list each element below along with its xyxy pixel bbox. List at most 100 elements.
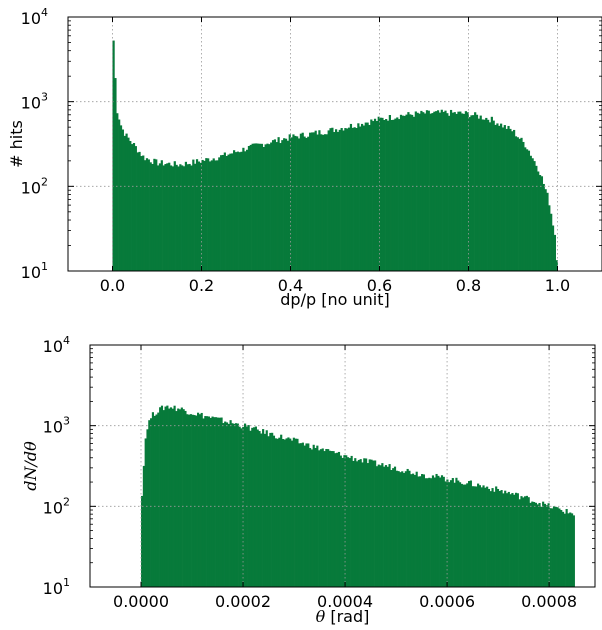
histogram-bar xyxy=(184,410,187,587)
histogram-bar xyxy=(190,165,193,271)
histogram-bar xyxy=(206,416,209,587)
histogram-bar xyxy=(168,408,171,587)
y-tick-label: 104 xyxy=(21,6,48,28)
histogram-bar xyxy=(257,143,260,271)
y-tick-base: 10 xyxy=(21,178,41,197)
x-tick-label: 0.2 xyxy=(189,276,214,295)
histogram-bar xyxy=(418,113,421,272)
histogram-bar xyxy=(118,119,121,271)
y-tick-base: 10 xyxy=(43,579,63,598)
histogram-bar xyxy=(225,155,228,271)
histogram-bar xyxy=(131,144,134,271)
y-tick-label: 103 xyxy=(21,91,48,113)
histogram-bar xyxy=(141,495,144,587)
x-tick-label: 0.6 xyxy=(367,276,392,295)
histogram-bar xyxy=(395,470,398,587)
histogram-bar xyxy=(570,513,574,587)
histogram-bar xyxy=(305,443,308,587)
histogram-bar xyxy=(297,138,301,271)
histogram-bar xyxy=(171,408,174,587)
histogram-bar xyxy=(451,112,455,271)
histogram-bar xyxy=(520,137,523,271)
histogram-bar xyxy=(218,417,221,587)
y-tick-exponent: 2 xyxy=(41,175,48,188)
histogram-bar xyxy=(482,485,485,587)
histogram-bar xyxy=(258,431,261,587)
histogram-bar xyxy=(333,132,336,271)
histogram-bar xyxy=(396,117,399,272)
histogram-bar xyxy=(429,113,432,271)
histogram-bar xyxy=(496,123,499,272)
y-tick-base: 10 xyxy=(43,418,63,437)
histogram-bar xyxy=(364,122,367,271)
histogram-bar xyxy=(433,111,436,272)
histogram-bar xyxy=(420,110,423,271)
histogram-bar xyxy=(336,452,339,587)
histogram-bar xyxy=(522,497,525,587)
histogram-bar xyxy=(353,127,356,271)
histogram-bar xyxy=(270,142,273,271)
histogram-bar xyxy=(424,113,427,271)
histogram-bar xyxy=(480,487,483,587)
histogram-bar xyxy=(144,438,147,587)
histogram-bar xyxy=(435,111,438,272)
histogram-bar xyxy=(388,464,391,587)
histogram-bar xyxy=(462,484,465,587)
histogram-bar xyxy=(518,138,521,271)
histogram-bar xyxy=(310,449,313,587)
histogram-bar xyxy=(524,147,527,271)
histogram-bar xyxy=(323,451,326,587)
histogram-bar xyxy=(303,136,306,271)
histogram-bar xyxy=(477,118,480,271)
histogram-bar xyxy=(222,423,225,587)
histogram-bar xyxy=(551,508,554,587)
histogram-bar xyxy=(339,455,342,587)
histogram-bar xyxy=(127,137,130,271)
histogram-bar xyxy=(150,418,153,587)
histogram-bar xyxy=(175,164,178,271)
histogram-bar xyxy=(192,159,195,271)
histogram-bar xyxy=(348,458,351,587)
histogram-bar xyxy=(464,111,467,271)
histogram-bar xyxy=(349,123,353,271)
histogram-bar xyxy=(362,125,366,271)
histogram-panel-theta: 0.0000 0.0002 0.0004 0.0006 0.00081011021031… xyxy=(21,334,596,626)
histogram-bar xyxy=(184,161,188,271)
histogram-bar xyxy=(561,511,565,587)
histogram-bar xyxy=(386,466,389,587)
y-tick-base: 10 xyxy=(21,94,41,113)
histogram-bar xyxy=(238,152,241,271)
histogram-bar xyxy=(218,157,221,271)
histogram-bar xyxy=(323,134,327,271)
histogram-bar xyxy=(501,127,505,272)
histogram-bar xyxy=(392,468,395,587)
x-tick-label: 0.0006 xyxy=(419,592,475,611)
histogram-bar xyxy=(346,128,349,271)
histogram-bar xyxy=(289,438,292,587)
histogram-bar xyxy=(160,160,163,271)
x-axis-symbol: θ xyxy=(316,607,326,626)
histogram-bar xyxy=(220,155,223,271)
histogram-bar xyxy=(254,426,257,587)
histogram-bar xyxy=(203,160,206,271)
y-tick-label: 102 xyxy=(21,175,48,197)
histogram-bar xyxy=(525,149,529,271)
histogram-bar xyxy=(138,151,141,271)
histogram-bar xyxy=(256,429,259,587)
histogram-bar xyxy=(407,112,410,271)
histogram-bar xyxy=(430,478,433,587)
histogram-bar xyxy=(251,143,254,271)
histogram-bar xyxy=(334,453,337,587)
histogram-bar xyxy=(332,451,335,587)
histogram-bar xyxy=(316,134,319,271)
histogram-bar xyxy=(175,411,178,587)
histogram-bar xyxy=(438,112,442,271)
histogram-bar xyxy=(417,476,420,587)
histogram-bar xyxy=(503,125,506,272)
histogram-bar xyxy=(437,475,440,587)
histogram-bar xyxy=(284,138,288,271)
histogram-bar xyxy=(504,490,507,587)
histogram-bar xyxy=(428,477,431,587)
histogram-bar xyxy=(513,494,516,587)
